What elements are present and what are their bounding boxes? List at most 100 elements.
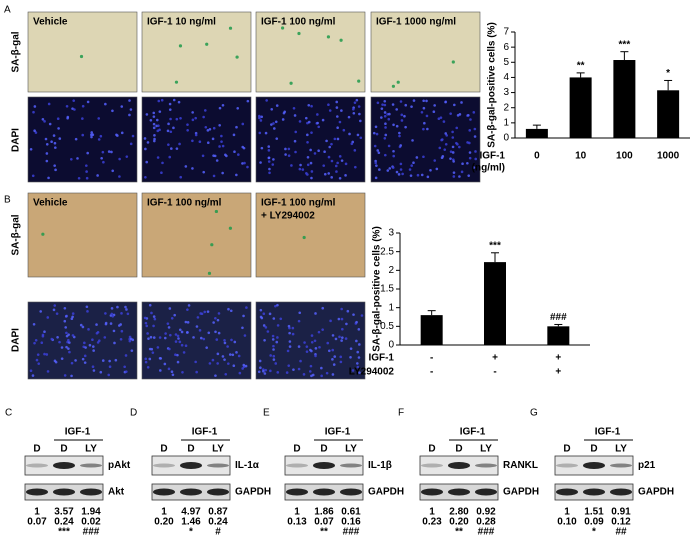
cell xyxy=(152,126,156,130)
cell xyxy=(344,337,348,340)
band xyxy=(153,463,175,468)
cell xyxy=(85,170,88,173)
cell xyxy=(287,154,291,157)
cell xyxy=(212,154,215,157)
cell xyxy=(168,307,172,310)
cell xyxy=(285,371,289,374)
cell xyxy=(29,147,33,151)
cell xyxy=(158,110,162,113)
cell xyxy=(144,360,148,364)
protein-label: GAPDH xyxy=(638,487,674,498)
cell xyxy=(297,31,301,36)
cell xyxy=(152,115,156,118)
cell xyxy=(258,116,261,120)
cell xyxy=(433,104,436,107)
micrograph xyxy=(255,192,366,278)
cell xyxy=(292,368,295,371)
cell xyxy=(163,362,167,366)
band xyxy=(80,463,102,468)
image-background xyxy=(141,96,252,183)
cell xyxy=(334,337,338,341)
cell xyxy=(177,337,180,340)
cell xyxy=(426,175,430,179)
micrograph xyxy=(27,11,138,93)
image-background xyxy=(255,192,366,278)
bar xyxy=(657,90,680,138)
cell xyxy=(104,102,107,106)
cell xyxy=(46,370,50,373)
cell xyxy=(432,110,436,114)
cell xyxy=(331,334,335,337)
cell xyxy=(267,149,271,152)
cell xyxy=(262,369,265,373)
cell xyxy=(243,334,247,337)
lane-label: D xyxy=(160,444,167,455)
cell xyxy=(309,148,312,152)
quant-value: 1 xyxy=(161,507,167,518)
cell xyxy=(400,119,404,122)
bar xyxy=(569,77,592,138)
cell xyxy=(377,151,381,155)
cell xyxy=(37,362,41,365)
cell xyxy=(349,356,352,359)
cell xyxy=(146,141,150,144)
cell xyxy=(314,312,317,315)
cell xyxy=(129,337,133,341)
cell xyxy=(166,129,170,133)
cell xyxy=(303,341,306,344)
panel-label: B xyxy=(4,195,11,206)
cell xyxy=(167,143,170,146)
quant-value: 1.51 xyxy=(584,507,604,518)
cell xyxy=(53,304,57,307)
cell xyxy=(145,113,149,116)
cell xyxy=(41,232,45,236)
cell xyxy=(313,339,317,343)
row-label: DAPI xyxy=(11,128,22,152)
cell xyxy=(57,127,60,130)
lane-label: D xyxy=(455,444,462,455)
cell xyxy=(104,322,108,326)
cell xyxy=(357,105,361,108)
cell xyxy=(468,151,472,154)
group-label: IGF-1 xyxy=(595,427,621,438)
cell xyxy=(257,114,261,118)
cell xyxy=(48,122,52,126)
cell xyxy=(176,334,180,338)
lane-label: D xyxy=(60,444,67,455)
cell xyxy=(328,145,332,149)
cell xyxy=(71,315,74,319)
band xyxy=(207,463,229,468)
quant-value: 0.07 xyxy=(314,517,334,528)
cell xyxy=(227,362,230,365)
cell xyxy=(70,157,73,161)
cell xyxy=(284,147,287,151)
image-background xyxy=(141,301,252,380)
cell xyxy=(149,335,153,339)
cell xyxy=(395,108,398,111)
cell xyxy=(85,164,88,167)
cell xyxy=(81,117,84,120)
cell xyxy=(86,310,89,313)
cell xyxy=(410,105,413,108)
cell xyxy=(294,130,298,134)
cell xyxy=(169,117,172,121)
cell xyxy=(327,349,331,353)
group-label: IGF-1 xyxy=(325,427,351,438)
cell xyxy=(231,353,235,357)
x-row-value: + xyxy=(492,353,498,364)
cell xyxy=(378,168,381,171)
cell xyxy=(455,141,458,145)
lane-label: LY xyxy=(615,444,627,455)
panel-label: E xyxy=(263,408,270,419)
cell xyxy=(437,117,441,121)
cell xyxy=(473,135,477,138)
cell xyxy=(452,171,456,174)
cell xyxy=(45,142,49,146)
band xyxy=(180,462,202,469)
cell xyxy=(131,134,135,138)
bar xyxy=(420,315,443,345)
cell xyxy=(384,126,387,129)
cell xyxy=(339,38,343,42)
cell xyxy=(169,130,173,134)
cell xyxy=(186,123,189,126)
